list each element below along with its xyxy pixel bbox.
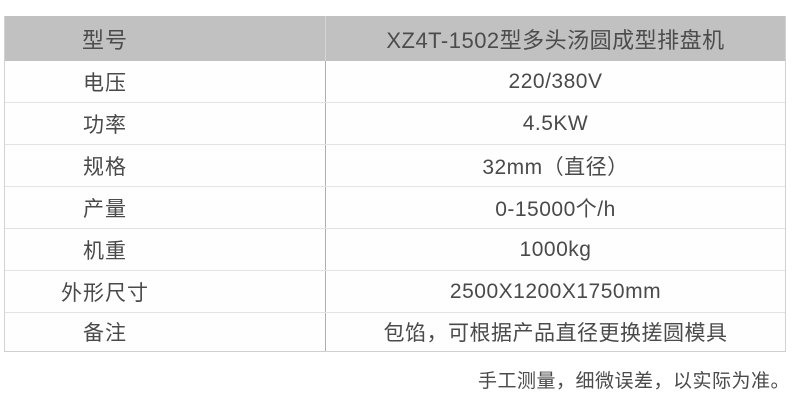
- row-value: 220/380V: [508, 69, 603, 93]
- row-value: 2500X1200X1750mm: [449, 279, 662, 303]
- row-label: 产量: [83, 197, 127, 221]
- table-row: 机重 1000kg: [5, 229, 785, 271]
- table-header-row: 型号 XZ4T-1502型多头汤圆成型排盘机: [5, 16, 785, 61]
- header-value: XZ4T-1502型多头汤圆成型排盘机: [386, 27, 725, 53]
- row-value: 0-15000个/h: [495, 197, 616, 221]
- spec-table: 型号 XZ4T-1502型多头汤圆成型排盘机 电压 220/380V 功率 4.…: [4, 16, 786, 352]
- row-value: 1000kg: [519, 237, 592, 261]
- row-label: 电压: [83, 71, 127, 95]
- row-label: 备注: [83, 322, 127, 345]
- row-label-cell: 规格: [5, 145, 326, 186]
- row-label: 机重: [83, 239, 127, 263]
- row-label-cell: 产量: [5, 187, 326, 228]
- row-value: 32mm（直径）: [482, 155, 629, 179]
- row-label-cell: 电压: [5, 61, 326, 102]
- row-value: 4.5KW: [522, 111, 589, 135]
- measurement-disclaimer: 手工测量，细微误差，以实际为准。: [477, 371, 790, 392]
- row-label: 功率: [83, 113, 127, 137]
- row-label-cell: 外形尺寸: [5, 271, 326, 312]
- table-row: 功率 4.5KW: [5, 103, 785, 145]
- table-row: 外形尺寸 2500X1200X1750mm: [5, 271, 785, 313]
- table-row: 产量 0-15000个/h: [5, 187, 785, 229]
- table-row: 备注 包馅，可根据产品直径更换搓圆模具: [5, 313, 785, 351]
- row-label: 规格: [83, 155, 127, 179]
- table-row: 规格 32mm（直径）: [5, 145, 785, 187]
- row-label-cell: 备注: [5, 313, 326, 351]
- table-row: 电压 220/380V: [5, 61, 785, 103]
- row-label-cell: 功率: [5, 103, 326, 144]
- header-label-cell: 型号: [5, 16, 326, 61]
- header-label: 型号: [81, 27, 128, 53]
- row-value: 包馅，可根据产品直径更换搓圆模具: [383, 322, 728, 345]
- row-label: 外形尺寸: [61, 281, 149, 305]
- row-label-cell: 机重: [5, 229, 326, 270]
